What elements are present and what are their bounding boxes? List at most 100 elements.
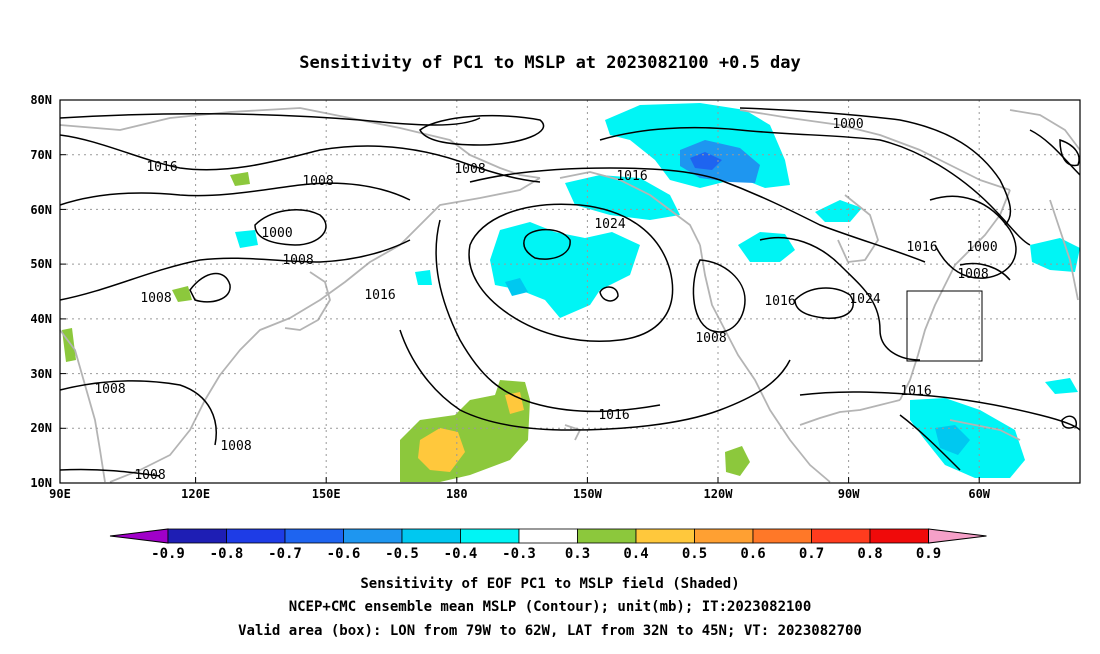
colorbar-tick-label: 0.5: [682, 546, 707, 562]
shade-neg-canada-b: [815, 200, 862, 222]
coastline-alaska: [559, 171, 701, 246]
lon-label: 180: [446, 487, 468, 501]
contour-line-5: [59, 239, 411, 301]
colorbar-swatch: [635, 528, 695, 544]
shade-neg-small-1: [1045, 378, 1078, 394]
coastline-caribbean: [949, 419, 1021, 441]
contour-line-17: [399, 329, 791, 431]
colorbar-tick-label: 0.3: [565, 546, 590, 562]
lon-label: 150E: [312, 487, 341, 501]
shading-layer: [62, 103, 1080, 482]
contour-layer: [59, 107, 1081, 477]
colorbar-tick-label: -0.8: [210, 546, 244, 562]
coastline-asia-east: [109, 177, 541, 483]
colorbar: -0.9 -0.8 -0.7 -0.6 -0.5 -0.4 -0.3 0.3 0.4 0.5 0.6…: [109, 528, 987, 562]
contour-line-20: [794, 287, 854, 319]
colorbar-swatch: [577, 528, 637, 544]
colorbar-tick-label: -0.9: [151, 546, 185, 562]
contour-line-10: [469, 167, 926, 263]
colorbar-tick-label: 0.6: [740, 546, 765, 562]
shade-neg-canada: [738, 232, 795, 262]
colorbar-swatch: [226, 528, 286, 544]
contour-label: 1008: [134, 468, 165, 483]
contour-line-16: [435, 219, 661, 413]
colorbar-swatch: [518, 528, 578, 544]
lon-label: 120E: [181, 487, 210, 501]
lat-label: 80N: [30, 93, 52, 107]
contour-label: 1000: [832, 117, 863, 132]
contour-line-8: [59, 380, 217, 446]
contour-label: 1008: [94, 382, 125, 397]
contour-line-13: [468, 203, 674, 343]
contour-line-7: [419, 114, 545, 146]
lat-label: 20N: [30, 421, 52, 435]
figure-title: Sensitivity of PC1 to MSLP at 2023082100…: [299, 53, 801, 73]
coastline-asia-north: [59, 107, 541, 179]
colorbar-tick-label: 0.9: [916, 546, 941, 562]
lat-label: 60N: [30, 203, 52, 217]
contour-line-9: [59, 468, 161, 477]
contour-line-4: [254, 209, 327, 246]
lon-label: 90E: [49, 487, 71, 501]
colorbar-arrow-high: [928, 528, 987, 544]
colorbar-tick-label: -0.7: [268, 546, 302, 562]
coastline-japan: [284, 271, 331, 331]
coastline-greenland: [1009, 109, 1081, 151]
contour-line-27: [1061, 415, 1078, 429]
colorbar-tick-label: -0.5: [385, 546, 419, 562]
captions: Sensitivity of EOF PC1 to MSLP field (Sh…: [238, 576, 862, 639]
contour-line-25: [1029, 129, 1081, 176]
coastline-layer: [59, 107, 1081, 483]
contour-label: 1016: [364, 288, 395, 303]
contour-label: 1024: [849, 292, 880, 307]
valid-area-box: [906, 290, 983, 362]
colorbar-tick-label: 0.4: [623, 546, 648, 562]
caption-line-3: Valid area (box): LON from 79W to 62W, L…: [238, 623, 862, 639]
lat-label: 40N: [30, 312, 52, 326]
colorbar-swatch: [343, 528, 403, 544]
colorbar-swatch: [752, 528, 812, 544]
colorbar-tick-label: -0.3: [502, 546, 536, 562]
lon-axis: 90E 120E 150E 180 150W 120W 90W 60W: [49, 487, 991, 501]
shade-neg-pacific: [490, 222, 640, 318]
lon-label: 150W: [573, 487, 603, 501]
lon-label: 120W: [704, 487, 734, 501]
lat-label: 30N: [30, 367, 52, 381]
shade-neg-atlantic-e: [1030, 238, 1080, 272]
coastline-na-west: [699, 244, 831, 483]
contour-line-1: [59, 112, 481, 126]
graticule: [60, 100, 1080, 483]
contour-label: 1016: [906, 240, 937, 255]
contour-label: 1008: [220, 439, 251, 454]
contour-line-11: [599, 126, 1031, 246]
colorbar-tick-label: 0.8: [857, 546, 882, 562]
contour-label: 1000: [966, 240, 997, 255]
contour-label: 1016: [146, 160, 177, 175]
shade-pos-mexico: [725, 446, 750, 476]
coastline-na-east: [899, 189, 1011, 401]
contour-line-26: [1059, 138, 1080, 167]
shade-pos-china: [172, 286, 192, 302]
colorbar-swatch: [460, 528, 520, 544]
contour-label: 1008: [454, 162, 485, 177]
contour-line-22: [959, 262, 1011, 281]
lat-label: 10N: [30, 476, 52, 490]
contour-line-14: [523, 228, 571, 260]
colorbar-swatch: [284, 528, 344, 544]
colorbar-tick-label: -0.6: [327, 546, 361, 562]
lat-label: 70N: [30, 148, 52, 162]
lon-label: 90W: [838, 487, 860, 501]
shade-pos-subtropical-core: [418, 428, 465, 472]
contour-label: 1016: [900, 384, 931, 399]
colorbar-tick-label: -0.4: [444, 546, 478, 562]
contour-label: 1008: [282, 253, 313, 268]
shade-neg-caribbean-core: [935, 425, 970, 455]
contour-label: 1016: [598, 408, 629, 423]
contour-line-2: [59, 134, 541, 183]
coastline-gulf: [799, 399, 901, 426]
colorbar-swatch: [167, 528, 227, 544]
shade-pos-siberia: [230, 172, 250, 186]
colorbar-swatch: [811, 528, 871, 544]
contour-label: 1008: [695, 331, 726, 346]
contour-line-18: [692, 259, 746, 333]
